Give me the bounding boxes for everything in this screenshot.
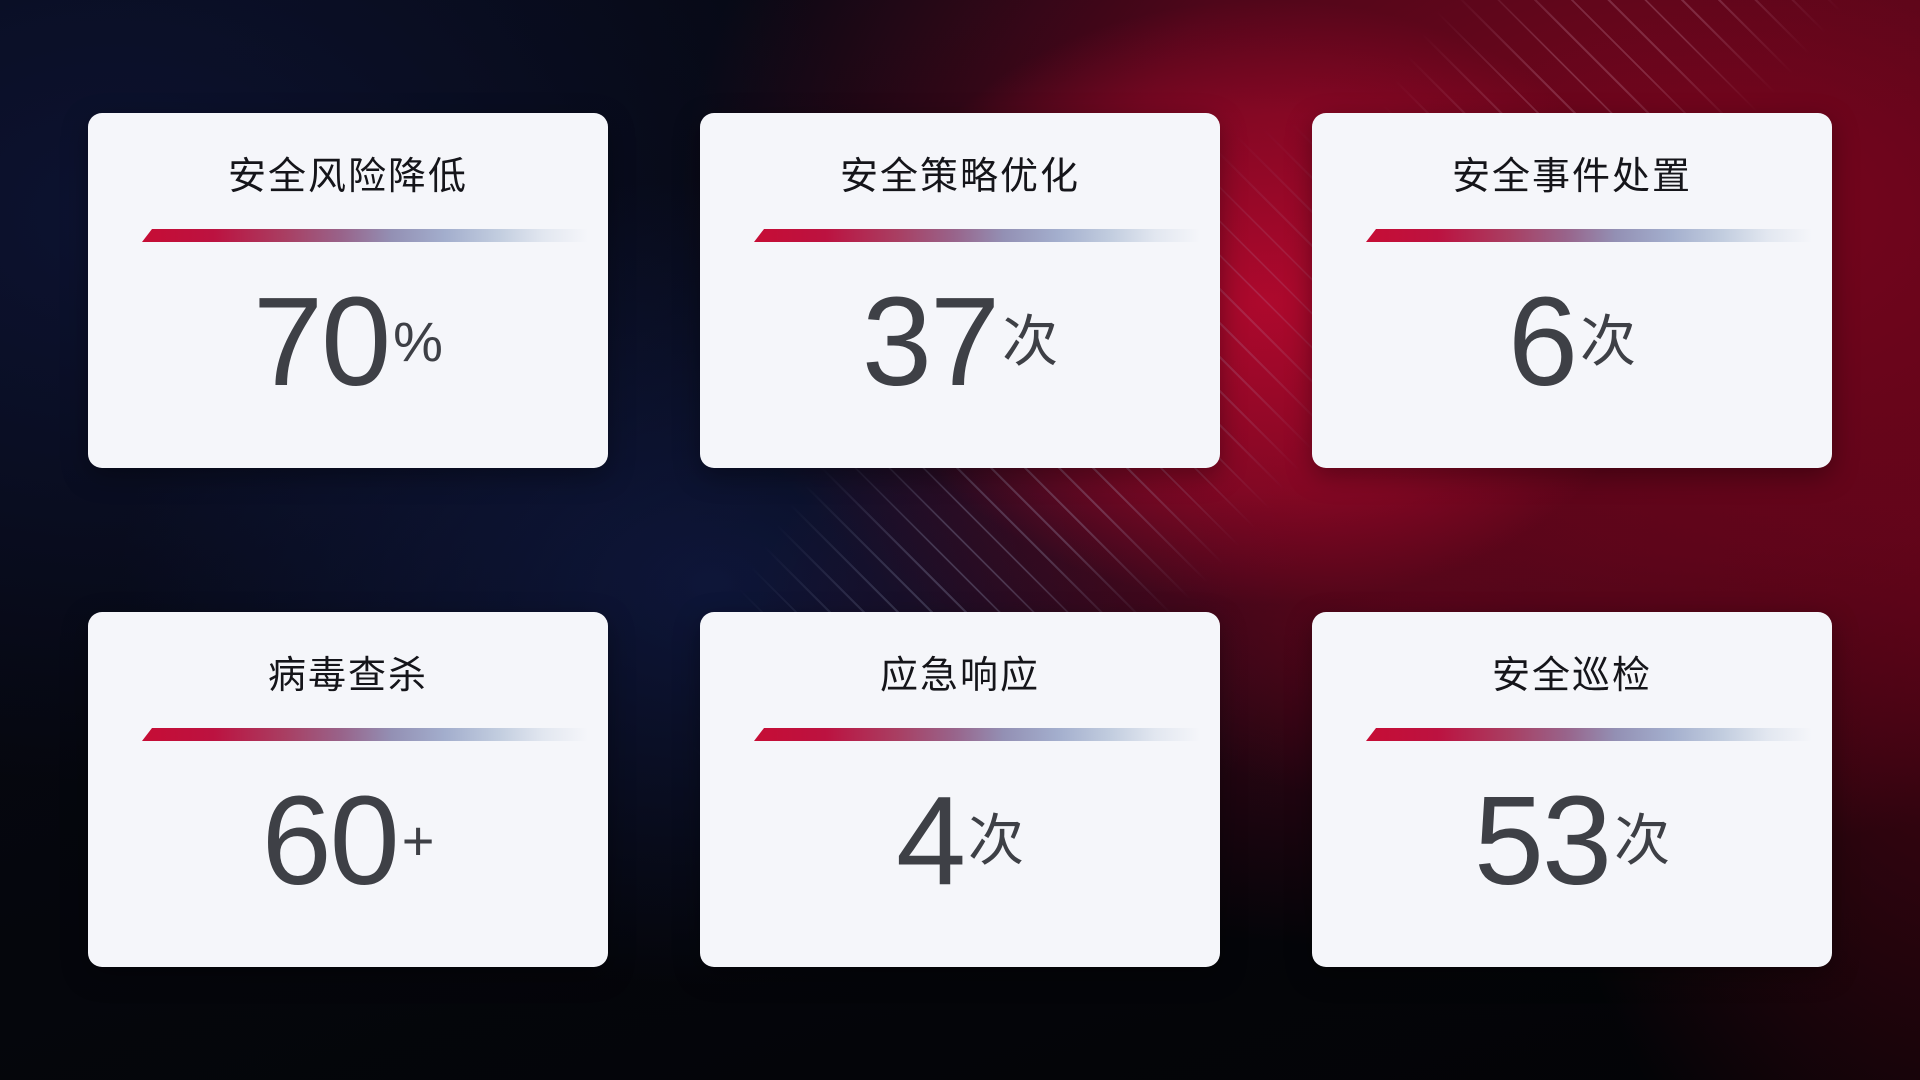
stat-unit: 次 bbox=[1002, 310, 1059, 373]
card-title: 病毒查杀 bbox=[267, 655, 428, 697]
gradient-divider bbox=[754, 229, 1200, 242]
stat-line: 6 次 bbox=[1312, 242, 1832, 468]
card-title: 安全策略优化 bbox=[839, 156, 1080, 198]
stat-unit: 次 bbox=[1614, 809, 1671, 872]
stat-value: 37 bbox=[861, 271, 1000, 412]
stat-line: 37 次 bbox=[700, 242, 1220, 468]
stat-value: 60 bbox=[261, 770, 400, 911]
stat-value: 70 bbox=[253, 271, 391, 412]
card-title: 安全风险降低 bbox=[227, 156, 468, 198]
stat-unit: + bbox=[401, 809, 435, 872]
gradient-divider bbox=[142, 728, 588, 741]
stat-card-policy-optimization: 安全策略优化 37 次 bbox=[700, 113, 1220, 468]
stat-card-emergency-response: 应急响应 4 次 bbox=[700, 612, 1220, 967]
stat-value: 53 bbox=[1473, 770, 1612, 911]
gradient-divider bbox=[754, 728, 1200, 741]
stat-card-security-inspection: 安全巡检 53 次 bbox=[1312, 612, 1832, 967]
stat-line: 4 次 bbox=[700, 741, 1220, 967]
gradient-divider bbox=[142, 229, 588, 242]
stat-unit: 次 bbox=[968, 809, 1025, 872]
stat-unit: % bbox=[393, 310, 443, 373]
card-title: 安全事件处置 bbox=[1451, 156, 1692, 198]
stat-card-risk-reduction: 安全风险降低 70 % bbox=[88, 113, 608, 468]
stat-unit: 次 bbox=[1580, 310, 1637, 373]
gradient-divider bbox=[1366, 728, 1812, 741]
card-title: 安全巡检 bbox=[1491, 655, 1652, 697]
stat-line: 53 次 bbox=[1312, 741, 1832, 967]
gradient-divider bbox=[1366, 229, 1812, 242]
stat-line: 70 % bbox=[88, 242, 608, 468]
stat-value: 4 bbox=[895, 770, 966, 911]
card-title: 应急响应 bbox=[879, 655, 1040, 697]
stat-value: 6 bbox=[1507, 271, 1578, 412]
stat-card-virus-scan: 病毒查杀 60 + bbox=[88, 612, 608, 967]
stat-line: 60 + bbox=[88, 741, 608, 967]
stat-card-incident-handling: 安全事件处置 6 次 bbox=[1312, 113, 1832, 468]
